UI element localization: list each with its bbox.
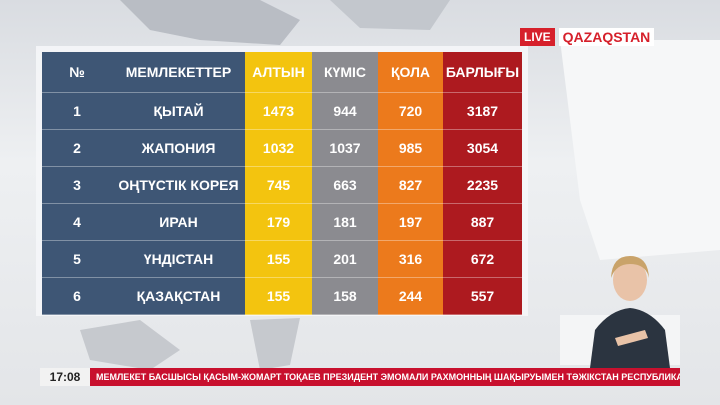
header-row: № МЕМЛЕКЕТТЕР АЛТЫН КҮМІС ҚОЛА БАРЛЫҒЫ (42, 52, 522, 93)
total-cell: 672 (443, 241, 522, 278)
table-row: 2 ЖАПОНИЯ 1032 1037 985 3054 (42, 130, 522, 167)
rank-cell: 2 (42, 130, 112, 167)
country-cell: ОҢТҮСТІК КОРЕЯ (112, 167, 245, 204)
table-row: 1 ҚЫТАЙ 1473 944 720 3187 (42, 93, 522, 130)
total-cell: 3187 (443, 93, 522, 130)
rank-cell: 4 (42, 204, 112, 241)
table-row: 5 ҮНДІСТАН 155 201 316 672 (42, 241, 522, 278)
rank-cell: 6 (42, 278, 112, 315)
table-row: 3 ОҢТҮСТІК КОРЕЯ 745 663 827 2235 (42, 167, 522, 204)
presenter (590, 256, 670, 368)
header-country-cell: МЕМЛЕКЕТТЕР (112, 52, 245, 93)
country-cell: ҚАЗАҚСТАН (112, 278, 245, 315)
table-row: 4 ИРАН 179 181 197 887 (42, 204, 522, 241)
news-ticker: 17:08 МЕМЛЕКЕТ БАСШЫСЫ ҚАСЫМ-ЖОМАРТ ТОҚА… (40, 368, 680, 386)
gold-cell: 1473 (245, 93, 312, 130)
medal-table: № МЕМЛЕКЕТТЕР АЛТЫН КҮМІС ҚОЛА БАРЛЫҒЫ 1 ҚЫТАЙ 1… (42, 52, 522, 315)
header-rank-cell: № (42, 52, 112, 93)
header-bronze-cell: ҚОЛА (378, 52, 443, 93)
silver-cell: 201 (312, 241, 378, 278)
silver-cell: 1037 (312, 130, 378, 167)
rank-cell: 1 (42, 93, 112, 130)
header-total-cell: БАРЛЫҒЫ (443, 52, 522, 93)
clock: 17:08 (40, 368, 90, 386)
header-gold-cell: АЛТЫН (245, 52, 312, 93)
headline: МЕМЛЕКЕТ БАСШЫСЫ ҚАСЫМ-ЖОМАРТ ТОҚАЕВ ПРЕ… (90, 368, 680, 386)
total-cell: 2235 (443, 167, 522, 204)
table-row: 6 ҚАЗАҚСТАН 155 158 244 557 (42, 278, 522, 315)
silver-cell: 158 (312, 278, 378, 315)
channel-name: QAZAQSTAN (558, 28, 655, 46)
bronze-cell: 197 (378, 204, 443, 241)
bronze-cell: 316 (378, 241, 443, 278)
bronze-cell: 827 (378, 167, 443, 204)
total-cell: 3054 (443, 130, 522, 167)
country-cell: ЖАПОНИЯ (112, 130, 245, 167)
country-cell: ҚЫТАЙ (112, 93, 245, 130)
channel-logo: LIVE QAZAQSTAN (520, 28, 655, 46)
gold-cell: 155 (245, 278, 312, 315)
country-cell: ҮНДІСТАН (112, 241, 245, 278)
gold-cell: 745 (245, 167, 312, 204)
gold-cell: 155 (245, 241, 312, 278)
silver-cell: 944 (312, 93, 378, 130)
gold-cell: 1032 (245, 130, 312, 167)
bronze-cell: 720 (378, 93, 443, 130)
rank-cell: 5 (42, 241, 112, 278)
country-cell: ИРАН (112, 204, 245, 241)
live-badge: LIVE (520, 28, 555, 46)
total-cell: 557 (443, 278, 522, 315)
bronze-cell: 985 (378, 130, 443, 167)
silver-cell: 181 (312, 204, 378, 241)
gold-cell: 179 (245, 204, 312, 241)
total-cell: 887 (443, 204, 522, 241)
bronze-cell: 244 (378, 278, 443, 315)
header-silver-cell: КҮМІС (312, 52, 378, 93)
silver-cell: 663 (312, 167, 378, 204)
rank-cell: 3 (42, 167, 112, 204)
